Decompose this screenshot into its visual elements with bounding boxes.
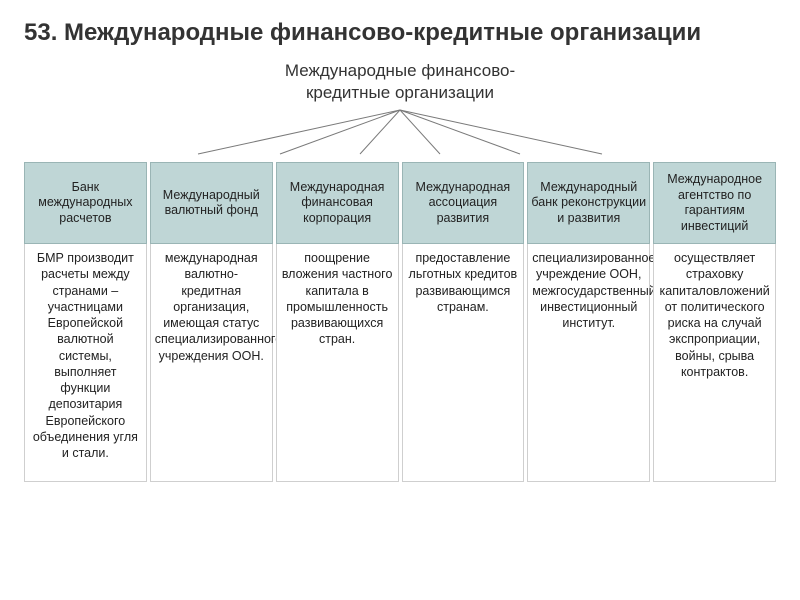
column-body: осуществляет страховку капиталовложений …: [653, 244, 776, 482]
column-head: Международный валютный фонд: [150, 162, 273, 244]
column-head: Банк международных расчетов: [24, 162, 147, 244]
column: Международный банк реконструкции и разви…: [527, 162, 650, 482]
column-head: Международный банк реконструкции и разви…: [527, 162, 650, 244]
column: Банк международных расчетов БМР производ…: [24, 162, 147, 482]
column-body: предоставление льготных кредитов развива…: [402, 244, 525, 482]
column-body: поощрение вложения частного капитала в п…: [276, 244, 399, 482]
column: Международная ассоциация развития предос…: [402, 162, 525, 482]
column: Международное агентство по гарантиям инв…: [653, 162, 776, 482]
column-body: международная валютно-кредитная организа…: [150, 244, 273, 482]
subtitle-line-1: Международные финансово-: [285, 61, 515, 80]
column-body: БМР производит расчеты между странами – …: [24, 244, 147, 482]
subtitle: Международные финансово- кредитные орган…: [24, 60, 776, 104]
subtitle-line-2: кредитные организации: [306, 83, 494, 102]
column: Международная финансовая корпорация поощ…: [276, 162, 399, 482]
fan-connector: [180, 108, 620, 156]
column: Международный валютный фонд международна…: [150, 162, 273, 482]
column-head: Международная ассоциация развития: [402, 162, 525, 244]
column-head: Международная финансовая корпорация: [276, 162, 399, 244]
column-head: Международное агентство по гарантиям инв…: [653, 162, 776, 244]
columns-row: Банк международных расчетов БМР производ…: [24, 162, 776, 482]
column-body: специализированное учреждение ООН, межго…: [527, 244, 650, 482]
page-title: 53. Международные финансово-кредитные ор…: [24, 18, 776, 48]
